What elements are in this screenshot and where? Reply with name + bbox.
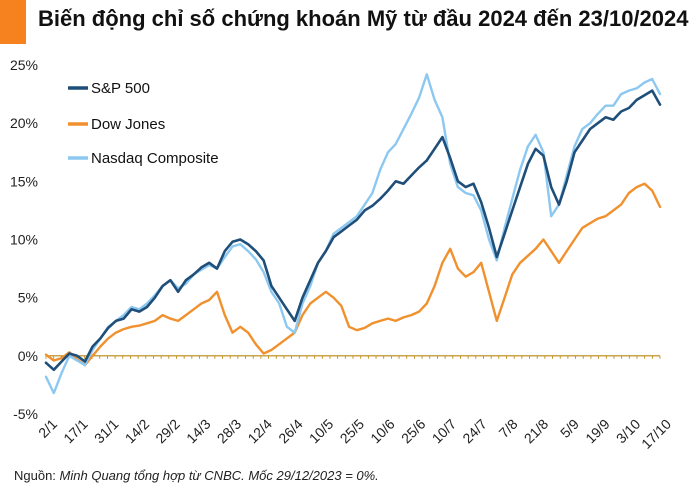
legend-label-nasdaq: Nasdaq Composite — [91, 150, 219, 167]
series-line-dow — [44, 182, 662, 367]
y-tick-label: 0% — [18, 348, 38, 364]
x-tick-label: 25/5 — [337, 416, 368, 447]
y-tick-label: 20% — [10, 115, 38, 131]
chart-title: Biến động chỉ số chứng khoán Mỹ từ đầu 2… — [38, 6, 689, 31]
x-axis: 2/1 17/1 31/1 14/2 29/2 14/3 28/3 12/4 26/4 10/5 2… — [35, 355, 674, 452]
x-tick-label: 10/7 — [429, 416, 460, 447]
source-text: Minh Quang tổng hợp từ CNBC. Mốc 29/12/2… — [59, 468, 379, 483]
x-tick-label: 17/10 — [638, 416, 674, 452]
x-tick-label: 5/9 — [557, 416, 582, 441]
title-bar: Biến động chỉ số chứng khoán Mỹ từ đầu 2… — [0, 0, 700, 44]
source-note: Nguồn: Minh Quang tổng hợp từ CNBC. Mốc … — [14, 468, 379, 483]
x-tick-label: 7/8 — [496, 416, 521, 441]
title-accent-bar — [0, 0, 26, 44]
x-tick-label: 10/5 — [306, 416, 337, 447]
legend: S&P 500 Dow Jones Nasdaq Composite — [68, 80, 219, 167]
line-chart: 25%20%15%10%5%0%-5% 2/1 17/1 31/1 14/2 29/2 1… — [10, 57, 674, 452]
x-tick-label: 29/2 — [152, 416, 183, 447]
x-tick-label: 31/1 — [91, 416, 122, 447]
source-prefix: Nguồn: — [14, 468, 60, 483]
y-tick-label: 5% — [18, 290, 38, 306]
x-tick-label: 24/7 — [459, 416, 490, 447]
x-tick-label: 14/2 — [122, 416, 153, 447]
x-tick-label: 26/4 — [275, 416, 306, 447]
series-line-sp500 — [44, 89, 662, 372]
series-lines — [44, 73, 662, 395]
y-tick-label: 15% — [10, 173, 38, 189]
x-tick-label: 2/1 — [35, 416, 60, 441]
legend-label-sp500: S&P 500 — [91, 80, 150, 97]
x-tick-label: 25/6 — [398, 416, 429, 447]
x-tick-label: 17/1 — [60, 416, 91, 447]
x-tick-label: 10/6 — [367, 416, 398, 447]
series-line-nasdaq — [44, 73, 662, 395]
x-tick-label: 19/9 — [582, 416, 613, 447]
x-tick-label: 28/3 — [214, 416, 245, 447]
y-tick-label: 25% — [10, 57, 38, 73]
x-tick-label: 12/4 — [244, 416, 275, 447]
x-tick-label: 21/8 — [521, 416, 552, 447]
legend-label-dow: Dow Jones — [91, 116, 165, 133]
y-tick-label: -5% — [13, 406, 38, 422]
y-axis: 25% 20% 15% 10% 5% 0% -5% — [10, 57, 38, 422]
y-tick-label: 10% — [10, 232, 38, 248]
x-tick-label: 14/3 — [183, 416, 214, 447]
